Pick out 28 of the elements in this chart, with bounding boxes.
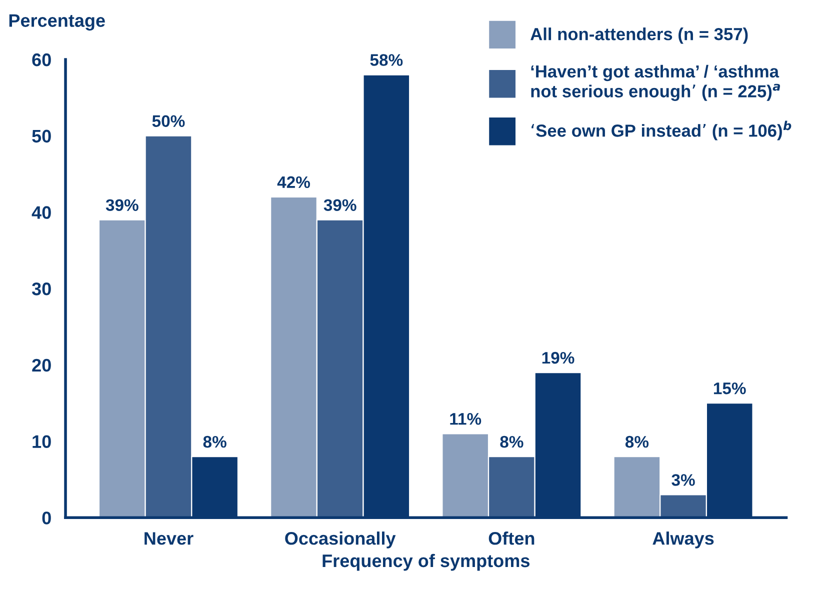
data-label: 50% <box>152 115 185 128</box>
y-tick-label: 30 <box>32 282 51 296</box>
x-axis-title: Frequency of symptoms <box>322 554 530 571</box>
y-tick-label: 60 <box>32 53 51 66</box>
data-label: 15% <box>714 382 746 394</box>
data-label: 42% <box>277 176 310 188</box>
data-label: 8% <box>203 436 226 448</box>
data-label: 19% <box>542 352 574 364</box>
x-tick-label: Never <box>144 532 194 545</box>
legend-label: ‘Haven’t got asthma’ / ‘asthma not serious enough’ (n = 225)$^{a}$ <box>531 64 780 101</box>
legend-label: All non-attenders (n = 357) <box>530 28 748 44</box>
data-label: 11% <box>450 413 482 425</box>
y-axis-title: Percentage <box>9 14 105 31</box>
data-label: 8% <box>500 436 524 448</box>
y-tick-label: 40 <box>32 206 51 219</box>
y-tick-label: 20 <box>32 358 51 372</box>
data-label: 39% <box>106 199 138 212</box>
data-label: 39% <box>324 199 356 212</box>
y-tick-label: 50 <box>32 130 51 143</box>
x-tick-label: Occasionally <box>285 532 396 548</box>
x-tick-label: Always <box>652 532 714 548</box>
x-tick-label: Often <box>488 532 534 545</box>
legend-label: ‘See own GP instead’ (n = 106)$^{b}$ <box>532 120 792 140</box>
data-label: 58% <box>370 54 403 66</box>
y-tick-label: 10 <box>32 435 51 448</box>
y-tick-label: 0 <box>42 512 51 524</box>
data-label: 8% <box>625 436 649 448</box>
data-label: 3% <box>672 474 695 486</box>
